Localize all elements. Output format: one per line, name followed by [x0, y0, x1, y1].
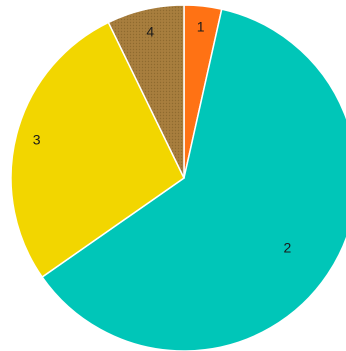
pie-label-4: 4 [146, 23, 154, 39]
pie-slice-3[interactable] [10, 21, 185, 279]
pie-slices [10, 4, 346, 351]
pie-label-3: 3 [33, 132, 41, 148]
pie-labels: 1 2 3 4 [33, 19, 292, 256]
pie-label-2: 2 [284, 239, 292, 255]
pie-slice-2[interactable] [41, 8, 346, 351]
pie-slice-4[interactable] [107, 4, 185, 179]
pie-label-1: 1 [197, 19, 205, 35]
